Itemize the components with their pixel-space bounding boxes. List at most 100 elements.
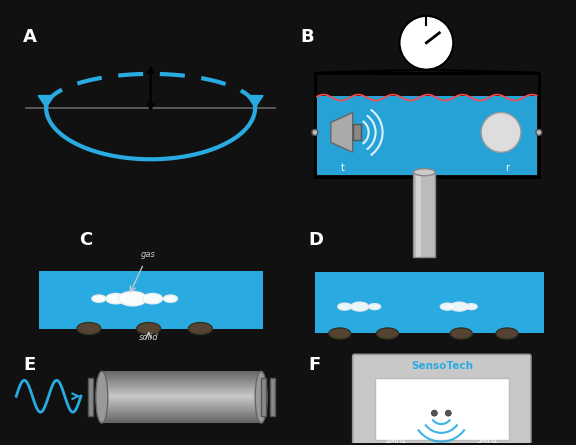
Bar	[102, 418, 261, 419]
Bar	[102, 416, 261, 417]
Ellipse shape	[96, 371, 108, 423]
Ellipse shape	[465, 303, 477, 310]
Bar	[102, 401, 261, 402]
Ellipse shape	[414, 169, 435, 176]
Bar	[102, 389, 261, 390]
Bar	[102, 390, 261, 391]
Bar	[416, 172, 422, 257]
Bar	[102, 380, 261, 381]
Bar	[374, 378, 509, 440]
Bar	[102, 409, 261, 410]
Ellipse shape	[450, 302, 468, 311]
Text: F: F	[308, 356, 320, 374]
Bar	[102, 414, 261, 415]
Bar	[315, 272, 544, 333]
Bar	[102, 387, 261, 388]
Polygon shape	[331, 113, 353, 152]
Bar	[102, 386, 261, 387]
Bar	[88, 378, 93, 416]
Ellipse shape	[440, 303, 454, 310]
Bar	[102, 393, 261, 394]
Ellipse shape	[92, 295, 106, 302]
Bar	[102, 392, 261, 393]
Bar	[102, 407, 261, 408]
Bar	[353, 125, 361, 140]
Text: D: D	[308, 231, 323, 249]
Bar	[39, 271, 263, 328]
Text: A: A	[23, 28, 37, 46]
Bar	[102, 403, 261, 404]
Bar	[102, 405, 261, 406]
Bar	[102, 412, 261, 413]
Bar	[102, 399, 261, 400]
Bar	[102, 406, 261, 407]
Bar	[102, 371, 261, 372]
Circle shape	[536, 129, 542, 135]
Ellipse shape	[369, 303, 381, 310]
Bar	[102, 408, 261, 409]
Text: solid: solid	[139, 333, 158, 343]
Bar	[102, 397, 261, 398]
Ellipse shape	[255, 371, 267, 423]
Circle shape	[481, 113, 521, 152]
FancyBboxPatch shape	[353, 354, 531, 445]
Circle shape	[400, 16, 453, 70]
Polygon shape	[38, 96, 54, 108]
Bar	[102, 388, 261, 389]
Bar	[102, 377, 261, 378]
Ellipse shape	[188, 323, 213, 335]
Text: B: B	[300, 28, 313, 46]
Bar	[102, 385, 261, 386]
Text: r: r	[505, 163, 509, 173]
Text: 3MHz: 3MHz	[476, 436, 498, 445]
Ellipse shape	[106, 293, 126, 304]
Bar	[102, 394, 261, 395]
Bar	[102, 382, 261, 383]
Text: E: E	[23, 356, 36, 374]
Circle shape	[312, 129, 318, 135]
Text: SensoTech: SensoTech	[411, 361, 473, 372]
Bar	[102, 422, 261, 423]
Bar	[102, 420, 261, 421]
Ellipse shape	[77, 323, 101, 335]
Bar	[102, 372, 261, 373]
Bar	[102, 410, 261, 411]
Bar	[102, 398, 261, 399]
Ellipse shape	[164, 295, 177, 302]
Bar	[102, 415, 261, 416]
Bar	[102, 395, 261, 396]
Bar	[102, 404, 261, 405]
Circle shape	[431, 410, 437, 416]
Bar	[102, 381, 261, 382]
Bar	[102, 374, 261, 375]
Ellipse shape	[496, 328, 518, 339]
Bar	[102, 413, 261, 414]
Bar	[102, 384, 261, 385]
Ellipse shape	[338, 303, 352, 310]
Text: t: t	[341, 163, 344, 173]
Bar	[102, 417, 261, 418]
Bar	[102, 419, 261, 420]
Ellipse shape	[119, 291, 147, 306]
Bar	[102, 383, 261, 384]
Bar	[102, 402, 261, 403]
Ellipse shape	[143, 293, 162, 304]
Bar	[97, 378, 102, 416]
Bar	[102, 391, 261, 392]
Bar	[261, 378, 266, 416]
Ellipse shape	[377, 328, 399, 339]
Ellipse shape	[329, 328, 351, 339]
Bar	[102, 379, 261, 380]
Bar	[102, 421, 261, 422]
Ellipse shape	[137, 323, 161, 335]
Bar	[102, 375, 261, 376]
Text: 2MHz: 2MHz	[386, 436, 407, 445]
Polygon shape	[247, 96, 263, 108]
Ellipse shape	[450, 328, 472, 339]
Text: gas: gas	[141, 250, 156, 259]
Bar	[102, 373, 261, 374]
Bar	[102, 396, 261, 397]
Bar	[315, 73, 539, 177]
Ellipse shape	[351, 302, 369, 311]
Bar	[414, 172, 435, 257]
